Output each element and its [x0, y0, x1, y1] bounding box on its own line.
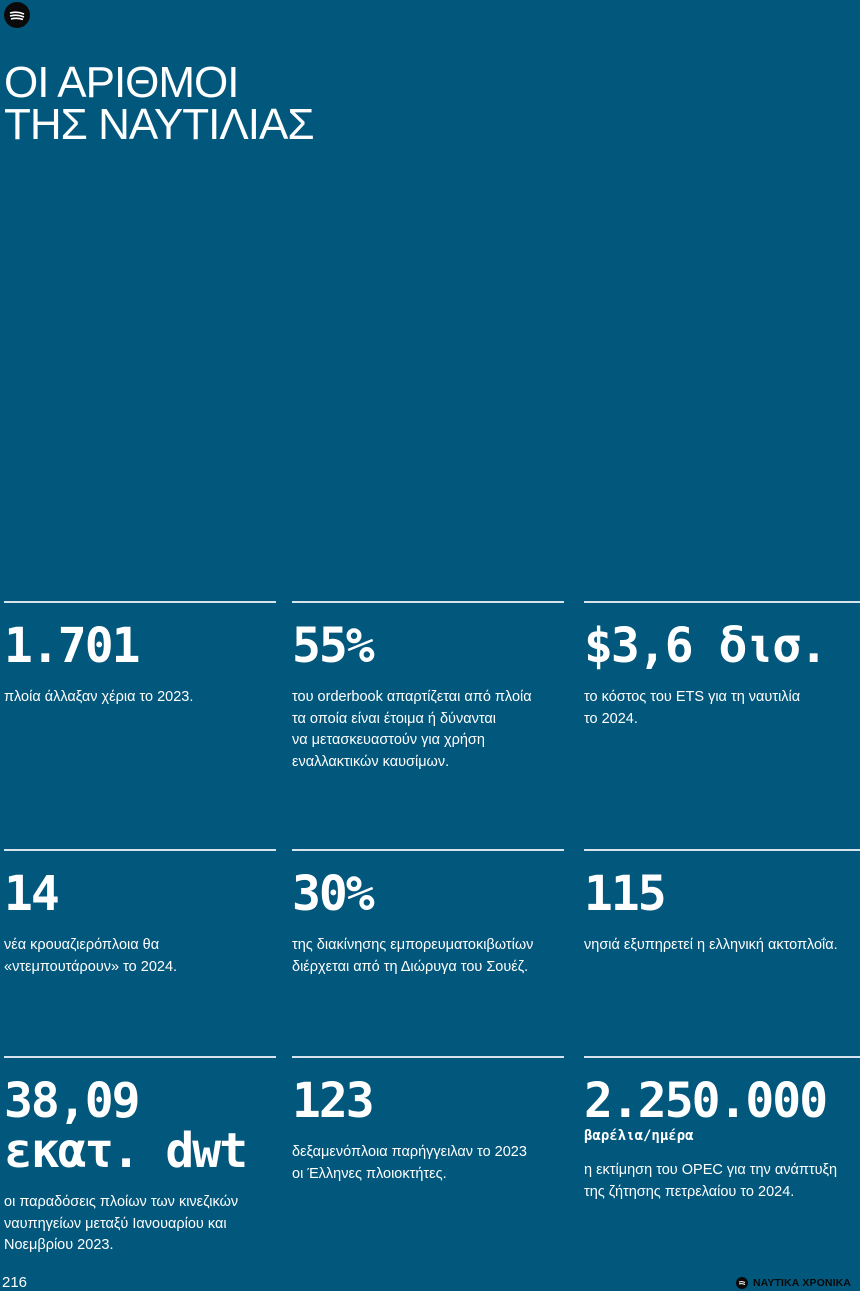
stat-coastal-islands: 115 νησιά εξυπηρετεί η ελληνική ακτοπλοΐ… — [584, 849, 860, 957]
stat-unit: βαρέλια/ημέρα — [584, 1128, 694, 1144]
brand-logo-icon — [4, 2, 30, 28]
page-number: 216 — [2, 1274, 28, 1291]
stat-ships-sold: 1.701 πλοία άλλαξαν χέρια το 2023. — [4, 601, 276, 709]
stat-value: 14 — [4, 866, 60, 922]
stat-value: 115 — [584, 866, 667, 922]
stat-tanker-orders: 123 δεξαμενόπλοια παρήγγειλαν το 2023 οι… — [292, 1056, 564, 1185]
divider — [584, 1056, 860, 1058]
stat-description: νέα κρουαζιερόπλοια θα «ντεμπουτάρουν» τ… — [4, 937, 178, 975]
stat-orderbook-alt-fuels: 55% του orderbook απαρτίζεται από πλοία … — [292, 601, 564, 773]
stat-value: 2.250.000 — [584, 1073, 828, 1129]
divider — [292, 1056, 564, 1058]
stat-description: οι παραδόσεις πλοίων των κινεζικών ναυπη… — [4, 1194, 239, 1253]
brand-logo-icon — [736, 1277, 748, 1289]
stat-china-deliveries: 38,09 εκατ. dwt οι παραδόσεις πλοίων των… — [4, 1056, 276, 1257]
stat-description: πλοία άλλαξαν χέρια το 2023. — [4, 689, 194, 705]
stat-value: 123 — [292, 1073, 375, 1129]
stat-description: της διακίνησης εμπορευματοκιβωτίων διέρχ… — [292, 937, 534, 975]
stat-suez-containers: 30% της διακίνησης εμπορευματοκιβωτίων δ… — [292, 849, 564, 978]
stat-value: 30% — [292, 866, 375, 922]
stat-value: 1.701 — [4, 618, 141, 674]
divider — [584, 849, 860, 851]
divider — [584, 601, 860, 603]
divider — [4, 849, 276, 851]
divider — [292, 601, 564, 603]
divider — [4, 601, 276, 603]
stat-description: η εκτίμηση του OPEC για την ανάπτυξη της… — [584, 1162, 838, 1200]
divider — [292, 849, 564, 851]
divider — [4, 1056, 276, 1058]
stat-description: νησιά εξυπηρετεί η ελληνική ακτοπλοΐα. — [584, 937, 838, 953]
stat-value: 38,09 εκατ. dwt — [4, 1073, 248, 1179]
page-title-line-2: ΤΗΣ ΝΑΥΤΙΛΙΑΣ — [4, 100, 315, 149]
stat-description: το κόστος του ETS για τη ναυτιλία το 202… — [584, 689, 801, 727]
stat-opec-demand: 2.250.000 βαρέλια/ημέρα η εκτίμηση του O… — [584, 1056, 860, 1203]
stat-value: 55% — [292, 618, 375, 674]
page-title: ΟΙ ΑΡΙΘΜΟΙ ΤΗΣ ΝΑΥΤΙΛΙΑΣ — [4, 58, 315, 149]
footer-brand: ΝΑΥΤΙΚΑ ΧΡΟΝΙΚΑ — [736, 1276, 851, 1290]
stat-value: $3,6 δισ. — [584, 618, 828, 674]
stat-cruise-ships: 14 νέα κρουαζιερόπλοια θα «ντεμπουτάρουν… — [4, 849, 276, 978]
brand-name: ΝΑΥΤΙΚΑ ΧΡΟΝΙΚΑ — [753, 1277, 851, 1289]
stat-description: του orderbook απαρτίζεται από πλοία τα ο… — [292, 689, 532, 770]
stat-ets-cost: $3,6 δισ. το κόστος του ETS για τη ναυτι… — [584, 601, 860, 730]
page-title-line-1: ΟΙ ΑΡΙΘΜΟΙ — [4, 58, 239, 107]
stat-description: δεξαμενόπλοια παρήγγειλαν το 2023 οι Έλλ… — [292, 1144, 527, 1182]
